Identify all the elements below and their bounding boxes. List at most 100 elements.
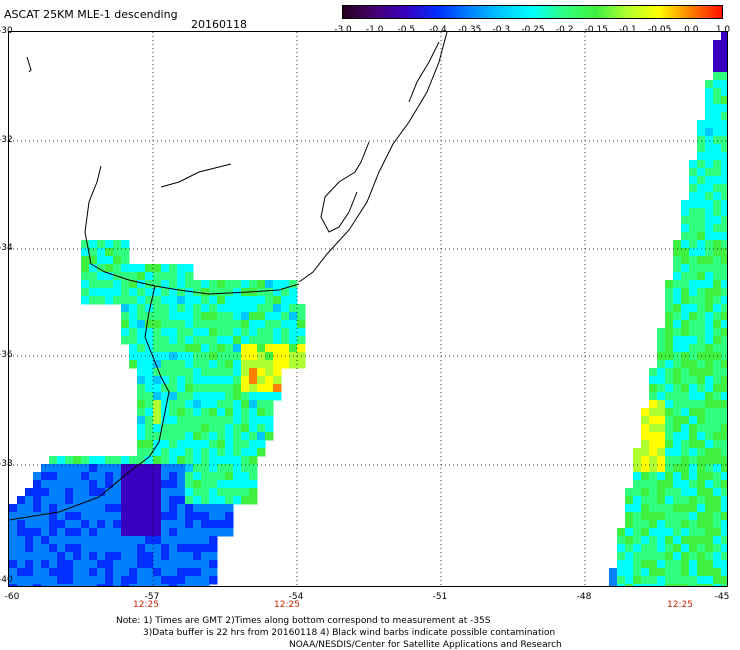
wind-cell — [169, 368, 178, 377]
wind-cell — [105, 464, 114, 473]
wind-cell — [41, 544, 50, 553]
wind-cell — [689, 360, 698, 369]
wind-cell — [665, 424, 674, 433]
wind-cell — [633, 528, 642, 537]
wind-cell — [689, 504, 698, 513]
wind-cell — [81, 544, 90, 553]
wind-cell — [721, 392, 727, 401]
wind-cell — [713, 336, 722, 345]
wind-cell — [665, 328, 674, 337]
wind-cell — [121, 304, 130, 313]
wind-cell — [697, 560, 706, 569]
wind-cell — [185, 448, 194, 457]
wind-cell — [705, 520, 714, 529]
wind-cell — [169, 544, 178, 553]
wind-cell — [57, 488, 66, 497]
wind-cell — [721, 192, 727, 201]
wind-cell — [609, 576, 618, 585]
wind-cell — [57, 520, 66, 529]
wind-cell — [161, 344, 170, 353]
wind-cell — [65, 568, 74, 577]
wind-cell — [681, 488, 690, 497]
wind-cell — [697, 296, 706, 305]
wind-cell — [705, 208, 714, 217]
wind-cell — [697, 136, 706, 145]
wind-cell — [209, 528, 218, 537]
map-date: 20160118 — [191, 18, 247, 31]
wind-cell — [209, 504, 218, 513]
wind-cell — [697, 216, 706, 225]
wind-cell — [201, 328, 210, 337]
wind-cell — [193, 488, 202, 497]
wind-cell — [129, 336, 138, 345]
wind-cell — [73, 552, 82, 561]
wind-cell — [241, 344, 250, 353]
wind-cell — [153, 520, 162, 529]
wind-cell — [201, 288, 210, 297]
wind-cell — [689, 240, 698, 249]
wind-cell — [153, 368, 162, 377]
wind-cell — [217, 528, 226, 537]
wind-cell — [121, 568, 130, 577]
wind-cell — [673, 584, 682, 586]
wind-cell — [17, 528, 26, 537]
wind-cell — [193, 344, 202, 353]
wind-cell — [665, 392, 674, 401]
wind-cell — [681, 376, 690, 385]
wind-cell — [105, 544, 114, 553]
wind-cell — [89, 472, 98, 481]
wind-cell — [697, 448, 706, 457]
wind-cell — [689, 248, 698, 257]
wind-cell — [201, 336, 210, 345]
wind-cell — [89, 520, 98, 529]
wind-cell — [665, 480, 674, 489]
wind-cell — [657, 392, 666, 401]
wind-cell — [705, 512, 714, 521]
wind-cell — [81, 560, 90, 569]
wind-cell — [697, 264, 706, 273]
wind-cell — [57, 472, 66, 481]
wind-cell — [177, 440, 186, 449]
wind-cell — [233, 296, 242, 305]
wind-cell — [721, 584, 727, 586]
wind-cell — [33, 536, 42, 545]
wind-cell — [705, 112, 714, 121]
wind-cell — [673, 392, 682, 401]
wind-cell — [97, 496, 106, 505]
wind-cell — [225, 360, 234, 369]
wind-cell — [201, 400, 210, 409]
wind-cell — [97, 520, 106, 529]
wind-cell — [681, 200, 690, 209]
wind-cell — [209, 368, 218, 377]
wind-cell — [289, 288, 298, 297]
wind-cell — [81, 520, 90, 529]
wind-cell — [33, 560, 42, 569]
wind-cell — [201, 464, 210, 473]
wind-cell — [217, 520, 226, 529]
wind-cell — [81, 528, 90, 537]
wind-cell — [705, 464, 714, 473]
wind-cell — [665, 408, 674, 417]
wind-cell — [697, 368, 706, 377]
wind-cell — [721, 536, 727, 545]
wind-cell — [257, 328, 266, 337]
wind-cell — [201, 552, 210, 561]
wind-cell — [241, 472, 250, 481]
wind-cell — [169, 312, 178, 321]
wind-cell — [145, 448, 154, 457]
wind-cell — [217, 360, 226, 369]
wind-cell — [713, 184, 722, 193]
wind-cell — [153, 392, 162, 401]
wind-cell — [137, 336, 146, 345]
wind-cell — [153, 480, 162, 489]
wind-cell — [129, 456, 138, 465]
wind-cell — [105, 256, 114, 265]
wind-cell — [185, 400, 194, 409]
wind-cell — [81, 280, 90, 289]
wind-cell — [713, 208, 722, 217]
wind-cell — [121, 456, 130, 465]
wind-cell — [41, 560, 50, 569]
wind-cell — [209, 408, 218, 417]
wind-cell — [169, 480, 178, 489]
wind-cell — [25, 528, 34, 537]
